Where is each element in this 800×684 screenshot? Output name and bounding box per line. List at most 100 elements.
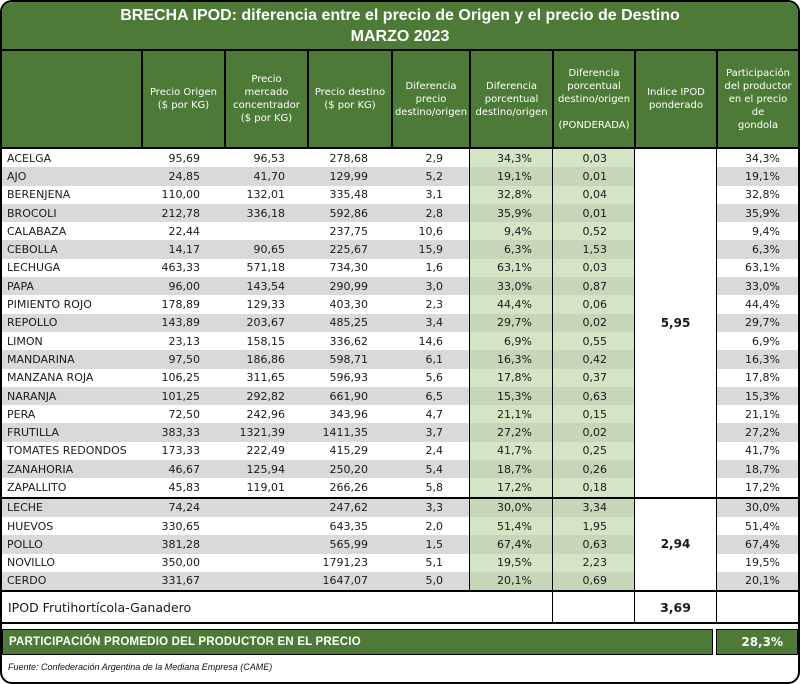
cell-indice-ipod (634, 571, 716, 591)
cell-precio-destino: 1791,23 (322, 556, 369, 570)
cell-diferencia-porcentual: 51,4% (469, 516, 552, 536)
cell-participacion: 9,4% (716, 222, 798, 241)
cell-diferencia-ponderada: 0,55 (552, 331, 634, 351)
cell-precio-origen: 143,89 (141, 313, 224, 332)
cell-participacion: 6,3% (716, 240, 798, 259)
cell-precio-destino: 237,75 (329, 224, 369, 238)
cell-participacion: 30,0% (716, 498, 798, 517)
cell-diferencia-ponderada: 0,69 (552, 571, 634, 591)
cell-product-name: PERA (7, 407, 36, 421)
cell-participacion: 44,4% (716, 295, 798, 314)
column-header-precio-destino: Precio destino ($ por KG) (307, 51, 391, 147)
cell-indice-ipod (634, 350, 716, 369)
cell-precio-mercado: 132,01 (246, 188, 286, 202)
cell-diferencia-ponderada: 0,63 (552, 386, 634, 406)
cell-indice-ipod: 5,95 (634, 313, 716, 332)
cell-precio-origen: 331,67 (141, 571, 224, 591)
table-header-row: Precio Origen ($ por KG) Precio mercado … (2, 51, 798, 149)
cell-precio-destino: 247,62 (307, 498, 391, 517)
cell-diferencia-precio: 3,1 (425, 188, 444, 202)
cell-product-name: AJO (2, 167, 141, 186)
cell-precio-mercado: 222,49 (246, 444, 286, 458)
cell-precio-mercado: 158,15 (246, 334, 286, 348)
cell-precio-mercado (224, 498, 307, 517)
table-row: PIMIENTO ROJO 178,89 129,33 403,30 2,3 4… (2, 295, 798, 314)
cell-precio-mercado: 1321,39 (224, 423, 307, 442)
cell-indice-ipod (634, 516, 716, 536)
cell-diferencia-ponderada: 1,95 (552, 516, 634, 536)
column-header-precio-origen: Precio Origen ($ por KG) (141, 51, 224, 147)
cell-indice-ipod (634, 498, 716, 517)
cell-diferencia-porcentual: 17,8% (469, 368, 552, 387)
cell-diferencia-precio: 6,5 (391, 386, 469, 406)
cell-precio-destino: 598,71 (307, 350, 391, 369)
table-row: CERDO 331,67 1647,07 5,0 20,1% 0,69 20,1… (2, 571, 798, 591)
cell-precio-mercado: 96,53 (253, 151, 286, 165)
cell-diferencia-precio: 3,7 (391, 423, 469, 442)
table-row: TOMATES REDONDOS 173,33 222,49 415,29 2,… (2, 441, 798, 461)
cell-precio-origen: 463,33 (161, 261, 201, 275)
ipod-summary-empty-cell-right (716, 592, 798, 623)
cell-product-name: TOMATES REDONDOS (7, 444, 127, 458)
column-header-indice-ipod: Indice IPOD ponderado (634, 51, 716, 147)
cell-product-name: CERDO (2, 571, 141, 591)
cell-indice-ipod (634, 405, 716, 424)
table-row: POLLO 381,28 565,99 1,5 67,4% 0,63 2,94 … (2, 535, 798, 554)
cell-product-name: LIMON (7, 334, 43, 348)
cell-diferencia-precio: 3,0 (391, 277, 469, 296)
cell-diferencia-porcentual: 63,1% (469, 258, 552, 278)
cell-product-name: POLLO (2, 535, 141, 554)
cell-diferencia-porcentual: 19,5% (469, 553, 552, 572)
cell-precio-mercado: 143,54 (224, 277, 307, 296)
cell-diferencia-porcentual: 18,7% (469, 460, 552, 479)
ipod-summary-row: IPOD Frutihortícola-Ganadero 3,69 (2, 590, 798, 625)
table-row: AJO 24,85 41,70 129,99 5,2 19,1% 0,01 19… (2, 167, 798, 186)
cell-indice-ipod (634, 423, 716, 442)
cell-product-name: LECHUGA (7, 261, 61, 275)
cell-precio-destino: 250,20 (307, 460, 391, 479)
cell-product-name: FRUTILLA (2, 423, 141, 442)
cell-precio-destino: 596,93 (329, 371, 369, 385)
cell-diferencia-porcentual: 19,1% (469, 167, 552, 186)
cell-participacion: 29,7% (716, 313, 798, 332)
cell-diferencia-precio: 2,9 (425, 151, 444, 165)
ipod-summary-label: IPOD Frutihortícola-Ganadero (8, 599, 192, 615)
cell-product-name: REPOLLO (2, 313, 141, 332)
cell-participacion: 35,9% (716, 203, 798, 223)
cell-diferencia-porcentual: 34,3% (469, 149, 552, 168)
table-row: CALABAZA 22,44 237,75 10,6 9,4% 0,52 9,4… (2, 222, 798, 241)
cell-diferencia-porcentual: 17,2% (469, 478, 552, 497)
cell-diferencia-ponderada: 0,03 (552, 258, 634, 278)
cell-precio-origen: 330,65 (161, 519, 201, 533)
cell-diferencia-precio: 5,0 (391, 571, 469, 591)
cell-diferencia-precio: 3,4 (391, 313, 469, 332)
cell-product-name: NARANJA (2, 386, 141, 406)
cell-diferencia-ponderada: 0,42 (552, 350, 634, 369)
cell-diferencia-precio: 3,3 (391, 498, 469, 517)
cell-precio-destino: 290,99 (307, 277, 391, 296)
cell-diferencia-ponderada: 0,25 (552, 441, 634, 461)
column-header-product (2, 51, 141, 147)
cell-diferencia-precio: 6,1 (391, 350, 469, 369)
cell-product-name: ZANAHORIA (2, 460, 141, 479)
cell-diferencia-ponderada: 0,63 (552, 535, 634, 554)
cell-precio-destino: 129,99 (307, 167, 391, 186)
cell-product-name: ACELGA (7, 151, 52, 165)
cell-indice-ipod (634, 553, 716, 572)
cell-precio-destino: 1411,35 (307, 423, 391, 442)
cell-diferencia-porcentual: 20,1% (469, 571, 552, 591)
table-row: LIMON 23,13 158,15 336,62 14,6 6,9% 0,55… (2, 331, 798, 351)
cell-precio-mercado: 125,94 (224, 460, 307, 479)
cell-participacion: 21,1% (716, 405, 798, 424)
cell-precio-destino: 1647,07 (307, 571, 391, 591)
cell-diferencia-ponderada: 0,04 (552, 185, 634, 204)
cell-diferencia-precio: 2,3 (425, 298, 444, 312)
cell-participacion: 17,8% (716, 368, 798, 387)
cell-diferencia-ponderada: 0,18 (552, 478, 634, 497)
cell-diferencia-precio: 5,4 (391, 460, 469, 479)
cell-precio-origen: 45,83 (168, 480, 201, 494)
cell-diferencia-porcentual: 6,3% (469, 240, 552, 259)
cell-participacion: 15,3% (716, 386, 798, 406)
cell-participacion: 34,3% (716, 149, 798, 168)
cell-indice-ipod (634, 185, 716, 204)
